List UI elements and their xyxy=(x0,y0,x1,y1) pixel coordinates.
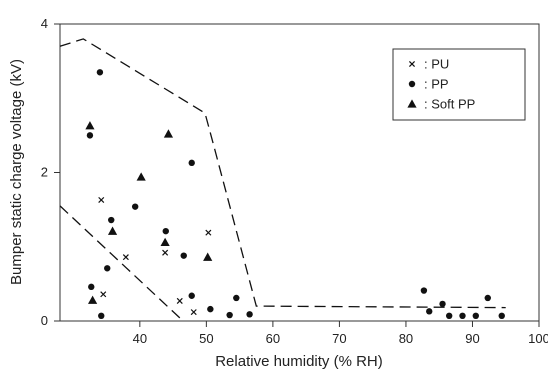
y-tick-label: 4 xyxy=(41,16,48,31)
x-tick-label: 70 xyxy=(332,331,346,346)
pp-point xyxy=(207,305,214,313)
dashed-envelope xyxy=(59,38,506,309)
pu-point xyxy=(190,309,197,316)
x-tick-label: 60 xyxy=(266,331,280,346)
soft-pp-point xyxy=(163,129,174,138)
x-tick-label: 40 xyxy=(133,331,147,346)
pp-point xyxy=(88,283,95,291)
soft-pp-point xyxy=(107,226,118,235)
legend-items: : PU : PP : Soft PP xyxy=(407,57,475,112)
pu-point xyxy=(100,291,107,298)
legend-pp-marker xyxy=(408,80,416,88)
pu-point xyxy=(98,196,105,203)
soft-pp-point xyxy=(203,252,213,261)
pp-point xyxy=(180,252,187,259)
axis-ticks-layer: 40 50 60 70 80 90 100 0 2 4 xyxy=(41,16,548,346)
pp-point xyxy=(131,203,139,210)
pp-point xyxy=(426,308,433,315)
dashed-line xyxy=(59,205,184,322)
pu-point xyxy=(122,254,129,261)
legend-label: : Soft PP xyxy=(424,97,475,112)
pu-point xyxy=(176,297,183,304)
pp-point xyxy=(188,292,195,299)
pp-point xyxy=(484,294,491,302)
pp-point xyxy=(445,312,453,320)
pp-point xyxy=(459,312,466,320)
pp-point xyxy=(439,300,446,308)
pu-point xyxy=(162,249,169,256)
x-tick-label: 100 xyxy=(528,331,548,346)
pp-point xyxy=(98,312,105,320)
soft-pp-point xyxy=(85,121,95,130)
y-axis-title: Bumper static charge voltage (kV) xyxy=(8,59,25,285)
pp-point xyxy=(108,216,115,224)
pp-point xyxy=(420,287,428,294)
legend-label: : PU xyxy=(424,57,449,72)
data-points-layer xyxy=(85,69,505,320)
pp-point xyxy=(104,265,111,272)
pp-point xyxy=(86,132,94,139)
soft-pp-point xyxy=(136,172,146,181)
x-tick-label: 50 xyxy=(199,331,213,346)
y-tick-label: 2 xyxy=(41,165,48,180)
pp-point xyxy=(498,312,505,320)
soft-pp-point xyxy=(87,295,98,304)
x-tick-label: 90 xyxy=(465,331,479,346)
pp-point xyxy=(246,311,253,318)
legend-pu-marker xyxy=(408,60,416,68)
x-axis-title: Relative humidity (% RH) xyxy=(215,353,383,370)
dashed-lines-layer xyxy=(59,38,506,322)
pp-point xyxy=(96,69,104,76)
pp-point xyxy=(472,312,479,320)
soft-pp-point xyxy=(160,237,170,246)
pp-point xyxy=(188,159,195,167)
pp-point xyxy=(226,311,233,319)
pp-point xyxy=(233,294,240,302)
x-tick-label: 80 xyxy=(399,331,413,346)
pu-point xyxy=(205,229,212,236)
legend: : PU : PP : Soft PP xyxy=(392,48,526,121)
legend-label: : PP xyxy=(424,77,449,92)
pp-point xyxy=(162,227,169,235)
y-tick-label: 0 xyxy=(41,313,48,328)
legend-soft-pp-marker xyxy=(407,99,417,108)
